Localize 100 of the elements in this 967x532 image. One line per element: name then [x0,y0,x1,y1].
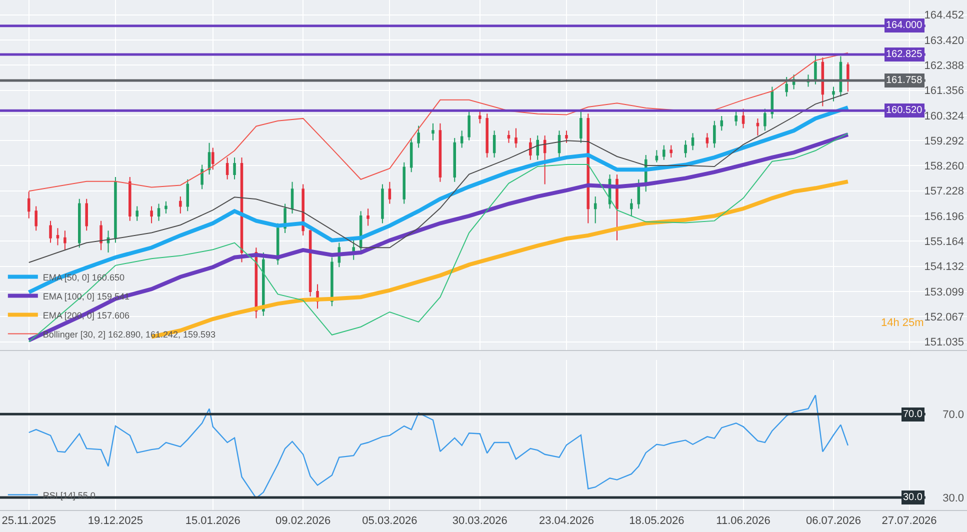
ref-line-label: 160.520 [886,105,923,116]
candlestick [128,176,132,222]
line-series [28,92,848,263]
y-tick-label: 158.260 [924,160,964,173]
candlestick [514,128,518,148]
candlestick [106,230,110,254]
y-tick-label: 152.067 [924,312,964,324]
candlestick [478,110,482,124]
x-tick-label: 11.06.2026 [716,515,770,528]
candlestick [616,174,618,241]
x-tick-label: 27.07.2026 [882,515,937,528]
candlestick [290,181,294,214]
y-tick-label: 163.420 [924,34,964,47]
candlestick [330,256,334,307]
candlestick [580,110,582,144]
ref-line-label: 162.825 [886,49,923,60]
candlestick [150,206,153,224]
candlestick [565,130,568,144]
candlestick [832,86,835,102]
y-tick-label: 70.0 [942,409,964,422]
candlestick [164,200,168,214]
candlestick [56,228,60,246]
candlestick [460,130,464,148]
y-tick-label: 157.228 [924,186,964,198]
candlestick [453,137,456,182]
candlestick [756,118,760,136]
x-tick-label: 05.03.2026 [362,515,418,528]
y-tick-label: 154.132 [924,261,964,274]
candlestick [734,110,738,126]
candlestick [764,108,766,132]
candlestick [529,137,532,160]
y-tick-label: 153.099 [924,286,964,298]
y-tick-label: 156.196 [924,210,964,223]
candlestick [157,203,160,222]
x-tick-label: 23.04.2026 [538,515,594,528]
y-tick-label: 151.035 [924,336,964,349]
candlestick [720,116,724,132]
y-tick-label: 164.452 [924,10,964,22]
candlestick [114,176,117,244]
candlestick [492,130,496,158]
candlestick [64,230,66,251]
candlestick [785,76,788,98]
candlestick [136,206,138,222]
candlestick [438,122,442,182]
x-tick-label: 18.05.2026 [629,515,684,528]
candlestick [200,164,204,190]
candlestick [821,57,824,107]
candlestick [226,156,229,180]
candlestick [507,130,510,144]
candlestick [594,196,597,224]
ref-line-label: 30.0 [903,492,923,503]
candlestick [670,144,673,158]
candlestick [85,198,88,232]
x-tick-label: 30.03.2026 [452,515,508,528]
x-tick-label: 15.01.2026 [185,515,240,528]
candlestick [558,130,561,158]
x-tick-label: 09.02.2026 [276,515,331,528]
line-series [28,52,848,192]
x-tick-label: 19.12.2025 [88,515,143,528]
candlestick [27,191,30,219]
ref-line-label: 164.000 [886,20,923,31]
y-tick-label: 155.164 [924,236,964,248]
candlestick [402,162,406,204]
candlestick [233,156,236,180]
candlestick [410,137,413,173]
candlestick [655,150,658,163]
candlestick [630,198,633,216]
candlestick [366,208,370,226]
candlestick [742,108,745,129]
candlestick [486,113,488,158]
candlestick [543,135,546,185]
candlestick [388,181,392,204]
y-tick-label: 159.292 [924,135,964,148]
candlestick [846,62,850,92]
line-series [28,394,849,499]
candlestick [212,147,214,170]
candlestick [468,110,470,141]
candlestick [713,120,716,148]
candlestick [691,132,694,151]
candlestick [814,54,817,85]
candlestick [78,198,81,248]
candlestick [49,220,52,244]
candlestick [34,206,38,232]
candlestick [186,178,190,212]
y-tick-label: 161.356 [924,85,964,98]
y-tick-label: 30.0 [942,492,964,504]
candlestick [662,144,666,160]
candlestick [381,184,384,224]
y-tick-label: 160.324 [924,110,964,122]
x-tick-label: 06.07.2026 [806,515,862,528]
candlestick [706,132,709,148]
annotation: 14h 25m [881,317,924,329]
candlestick [179,196,182,214]
y-tick-label: 162.388 [924,60,964,72]
candlestick [100,220,102,251]
candlestick [208,142,211,176]
line-series [26,105,850,294]
candlestick [262,252,265,316]
candlestick [432,122,434,141]
x-tick-label: 25.11.2025 [2,515,56,528]
